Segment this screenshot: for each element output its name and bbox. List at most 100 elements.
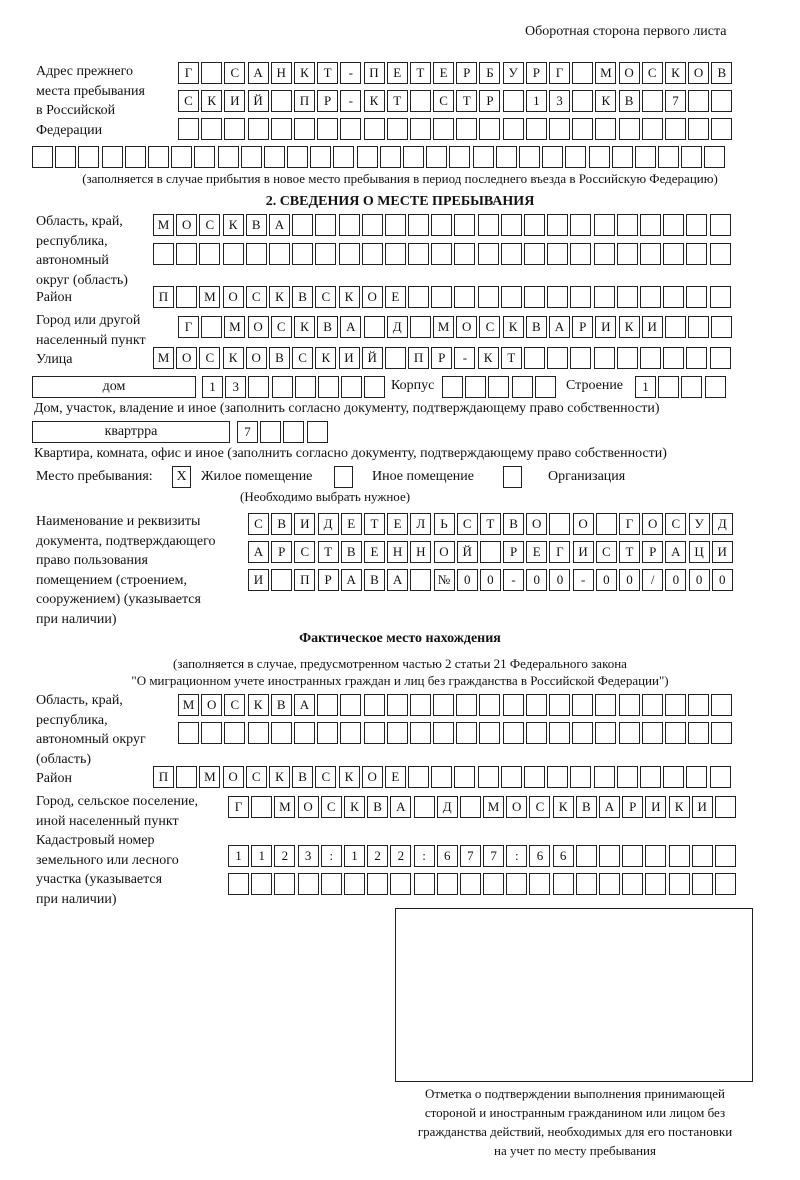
char-cell[interactable] [101, 146, 123, 168]
char-cell[interactable]: Д [436, 796, 458, 818]
char-cell[interactable]: И [711, 541, 733, 563]
char-cell[interactable]: О [247, 316, 269, 338]
char-cell[interactable]: О [245, 347, 267, 369]
char-cell[interactable] [572, 722, 594, 744]
char-cell[interactable] [572, 694, 594, 716]
char-cell[interactable]: - [503, 569, 525, 591]
char-cell[interactable] [409, 90, 431, 112]
char-cell[interactable] [317, 376, 339, 398]
char-cell[interactable] [55, 146, 77, 168]
char-cell[interactable]: М [433, 316, 455, 338]
char-cell[interactable]: К [268, 286, 290, 308]
char-cell[interactable] [124, 146, 146, 168]
char-cell[interactable]: Ь [433, 513, 455, 535]
char-cell[interactable] [260, 421, 282, 443]
char-cell[interactable]: 1 [251, 845, 273, 867]
char-cell[interactable] [247, 118, 269, 140]
char-cell[interactable]: А [340, 316, 362, 338]
char-cell[interactable] [433, 694, 455, 716]
char-cell[interactable]: К [595, 90, 617, 112]
char-cell[interactable]: Р [456, 62, 478, 84]
char-cell[interactable]: О [618, 62, 640, 84]
char-cell[interactable] [268, 243, 290, 265]
char-cell[interactable]: С [595, 541, 617, 563]
char-cell[interactable]: Т [363, 513, 385, 535]
char-cell[interactable]: О [688, 62, 710, 84]
char-cell[interactable]: О [361, 286, 383, 308]
char-cell[interactable] [664, 722, 686, 744]
char-cell[interactable]: В [245, 214, 267, 236]
char-cell[interactable] [658, 376, 680, 398]
char-cell[interactable] [688, 316, 710, 338]
char-cell[interactable]: О [201, 694, 223, 716]
char-cell[interactable]: К [268, 766, 290, 788]
char-cell[interactable] [409, 694, 431, 716]
char-cell[interactable] [547, 214, 569, 236]
char-cell[interactable]: М [274, 796, 296, 818]
char-cell[interactable]: В [618, 90, 640, 112]
char-cell[interactable] [572, 118, 594, 140]
char-cell[interactable] [565, 146, 587, 168]
char-cell[interactable]: Е [433, 62, 455, 84]
char-cell[interactable]: И [248, 569, 269, 591]
char-cell[interactable]: Р [525, 62, 547, 84]
char-cell[interactable] [408, 766, 430, 788]
char-cell[interactable] [248, 376, 270, 398]
char-cell[interactable]: 3 [297, 845, 319, 867]
char-cell[interactable]: М [153, 214, 174, 236]
char-cell[interactable] [572, 90, 594, 112]
char-cell[interactable] [384, 214, 406, 236]
char-cell[interactable] [711, 694, 733, 716]
char-cell[interactable]: 0 [549, 569, 571, 591]
char-cell[interactable] [472, 146, 494, 168]
document-row-3[interactable]: И П Р А В А № 0 0-0 0-0 0/0 0 0 [248, 569, 735, 591]
char-cell[interactable]: 0 [688, 569, 710, 591]
char-cell[interactable] [634, 146, 656, 168]
char-cell[interactable]: Й [361, 347, 383, 369]
char-cell[interactable] [525, 694, 547, 716]
char-cell[interactable] [616, 766, 638, 788]
char-cell[interactable] [263, 146, 285, 168]
char-cell[interactable] [525, 118, 547, 140]
char-cell[interactable] [431, 766, 453, 788]
char-cell[interactable] [465, 376, 487, 398]
char-cell[interactable]: К [343, 796, 365, 818]
char-cell[interactable] [201, 62, 223, 84]
char-cell[interactable]: 2 [367, 845, 389, 867]
char-cell[interactable]: : [320, 845, 342, 867]
char-cell[interactable] [570, 243, 592, 265]
char-cell[interactable]: Т [386, 90, 408, 112]
char-cell[interactable]: С [245, 286, 267, 308]
char-cell[interactable] [456, 118, 478, 140]
char-cell[interactable] [704, 376, 726, 398]
char-cell[interactable]: 6 [529, 845, 551, 867]
char-cell[interactable] [271, 569, 293, 591]
char-cell[interactable] [688, 694, 710, 716]
char-cell[interactable] [340, 118, 362, 140]
char-cell[interactable] [283, 421, 305, 443]
char-cell[interactable] [483, 873, 505, 895]
char-cell[interactable]: В [317, 316, 339, 338]
char-cell[interactable]: К [293, 62, 315, 84]
option-other-premises-checkbox[interactable] [334, 466, 353, 488]
char-cell[interactable]: И [294, 513, 316, 535]
char-cell[interactable] [271, 376, 293, 398]
char-cell[interactable] [502, 118, 524, 140]
char-cell[interactable]: К [363, 90, 385, 112]
char-cell[interactable] [433, 722, 455, 744]
char-cell[interactable] [361, 214, 383, 236]
char-cell[interactable]: Й [456, 541, 478, 563]
char-cell[interactable] [686, 347, 708, 369]
char-cell[interactable]: Р [479, 90, 501, 112]
char-cell[interactable] [681, 376, 703, 398]
char-cell[interactable] [616, 286, 638, 308]
char-cell[interactable]: С [224, 694, 246, 716]
char-cell[interactable] [572, 62, 594, 84]
char-cell[interactable] [78, 146, 100, 168]
char-cell[interactable] [456, 722, 478, 744]
char-cell[interactable] [622, 845, 644, 867]
